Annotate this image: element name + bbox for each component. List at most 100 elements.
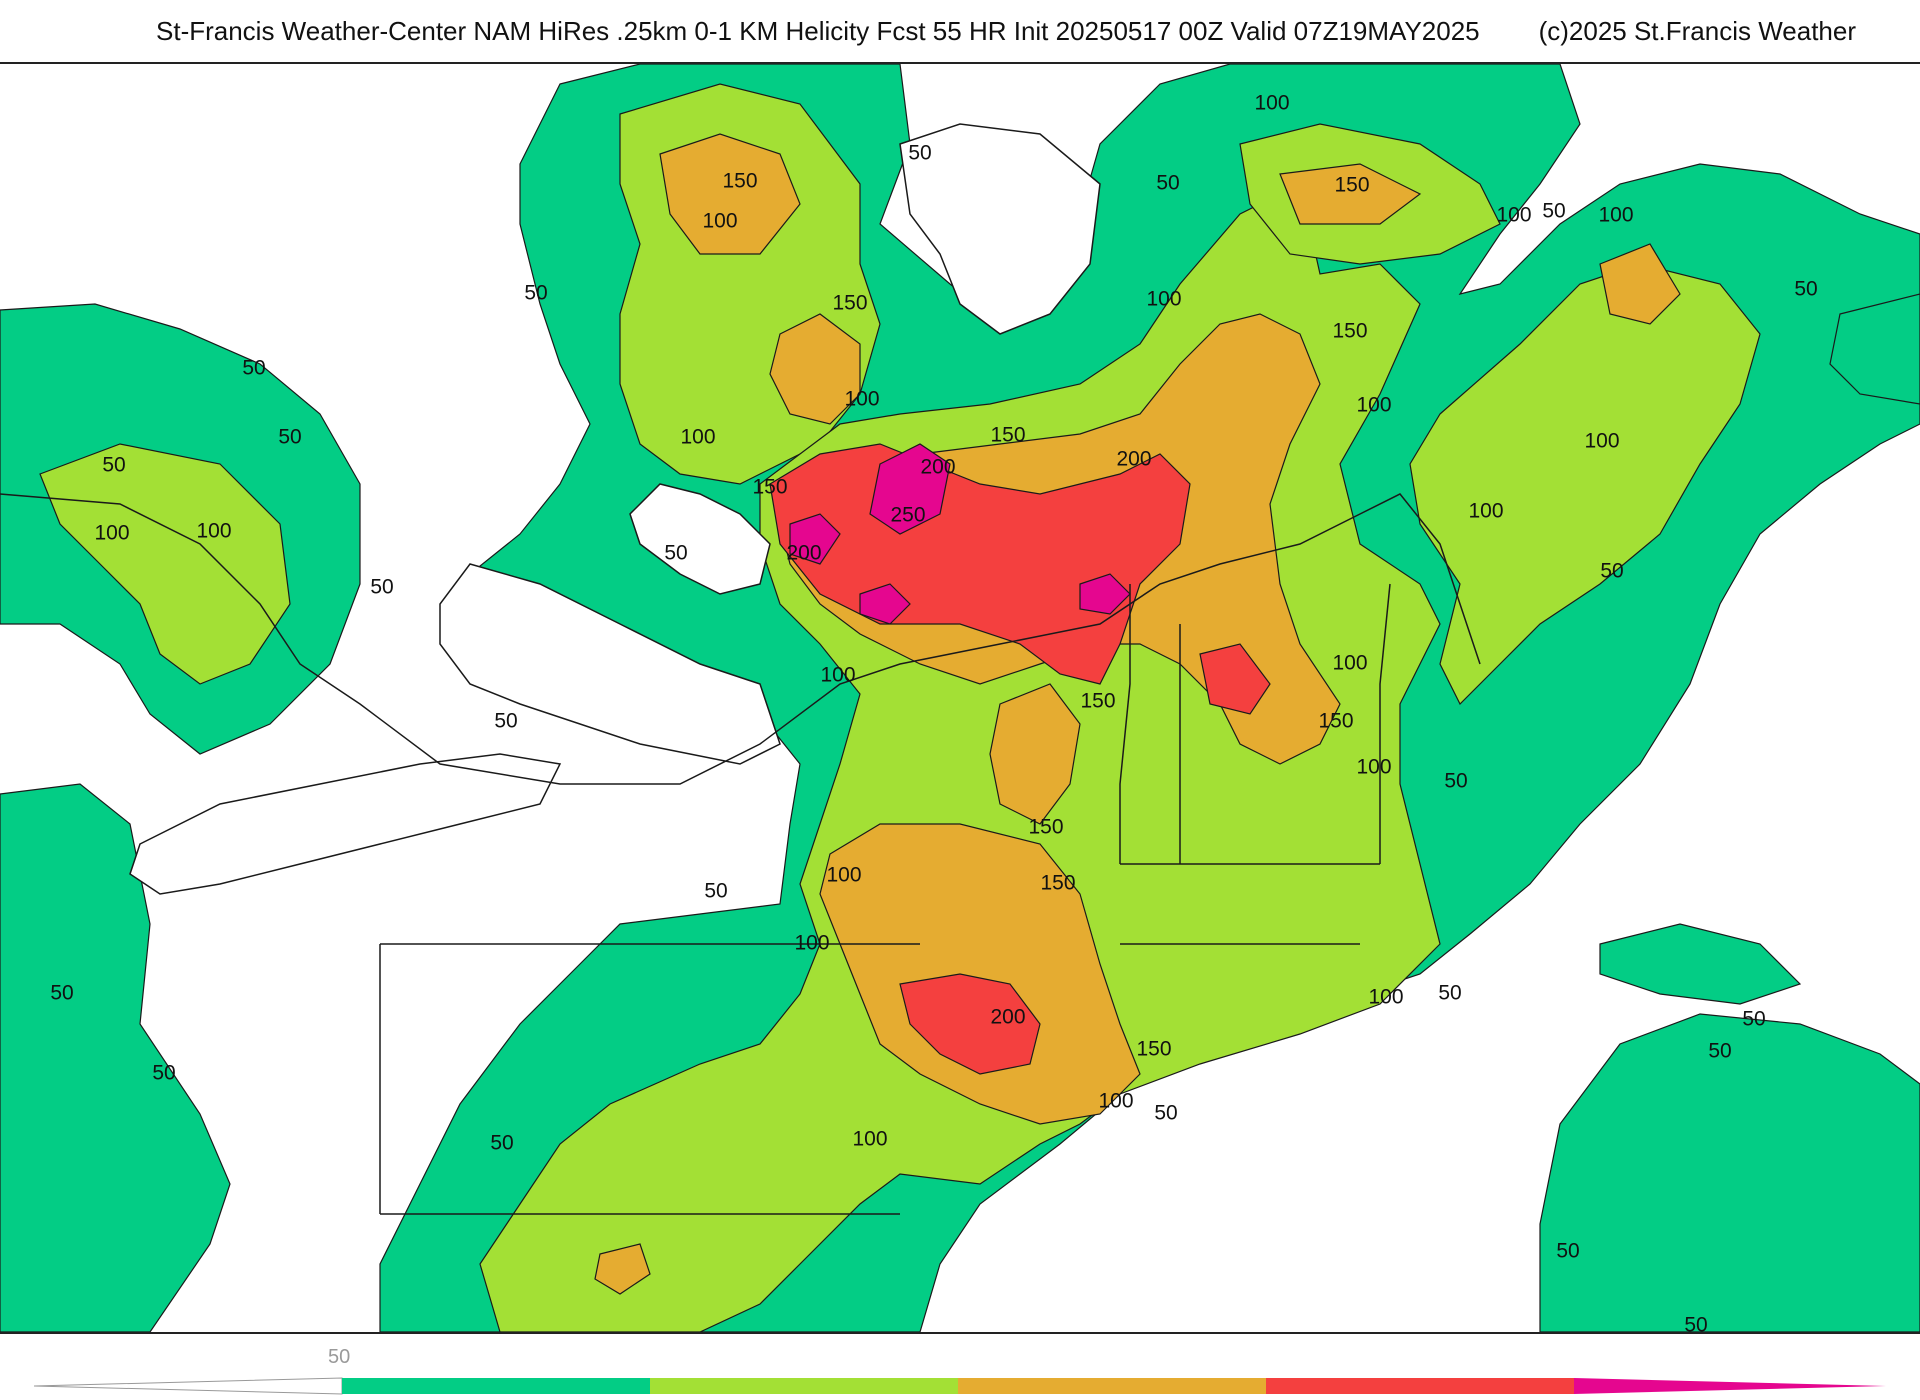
contour-label: 100 bbox=[702, 210, 737, 233]
legend-bin-100 bbox=[650, 1378, 958, 1394]
boundary-lines bbox=[0, 493, 1481, 1215]
contour-label: 150 bbox=[1040, 872, 1075, 895]
contour-label: 100 bbox=[196, 520, 231, 543]
legend-colorbar bbox=[33, 1377, 1886, 1395]
helicity-band-150 bbox=[594, 133, 1681, 1295]
contour-label: 50 bbox=[494, 710, 517, 733]
helicity-band-250 bbox=[789, 443, 1131, 625]
contour-label: 200 bbox=[1116, 448, 1151, 471]
contour-label: 100 bbox=[1146, 288, 1181, 311]
contour-label: 100 bbox=[1584, 430, 1619, 453]
band150-northwest-blob bbox=[659, 133, 801, 255]
legend-bin-150 bbox=[958, 1378, 1266, 1394]
band50-west-midwest bbox=[0, 783, 231, 1332]
band250-north-a bbox=[869, 443, 951, 535]
contour-label: 100 bbox=[1332, 652, 1367, 675]
contour-label: 100 bbox=[1356, 756, 1391, 779]
contour-label: 50 bbox=[1600, 560, 1623, 583]
contour-label: 50 bbox=[908, 142, 931, 165]
contour-label: 50 bbox=[704, 880, 727, 903]
contour-label: 50 bbox=[1154, 1102, 1177, 1125]
contour-label: 150 bbox=[1334, 174, 1369, 197]
contour-label: 50 bbox=[1542, 200, 1565, 223]
title-bar: St-Francis Weather-Center NAM HiRes .25k… bbox=[0, 0, 1920, 62]
contour-label: 100 bbox=[1598, 204, 1633, 227]
band200-east-blob bbox=[1199, 643, 1271, 715]
contour-label: 100 bbox=[1496, 204, 1531, 227]
legend-bin-50 bbox=[342, 1378, 650, 1394]
lake-superior-bay bbox=[899, 123, 1101, 335]
contour-label: 100 bbox=[1356, 394, 1391, 417]
band50-maritime bbox=[1829, 293, 1920, 405]
band150-ne-quebec bbox=[1279, 163, 1422, 225]
contour-label: 100 bbox=[844, 388, 879, 411]
contour-label: 200 bbox=[920, 456, 955, 479]
contour-label: 50 bbox=[370, 576, 393, 599]
contour-label: 100 bbox=[1254, 92, 1289, 115]
contour-label: 150 bbox=[722, 170, 757, 193]
contour-label: 150 bbox=[1080, 690, 1115, 713]
contour-label: 50 bbox=[1438, 982, 1461, 1005]
band200-south-core bbox=[899, 973, 1041, 1075]
legend-low-wedge bbox=[33, 1377, 343, 1395]
contour-label: 150 bbox=[1028, 816, 1063, 839]
map-title: St-Francis Weather-Center NAM HiRes .25k… bbox=[156, 16, 1480, 46]
band100-west-lakes bbox=[39, 443, 291, 685]
contour-label: 50 bbox=[102, 454, 125, 477]
contour-label: 50 bbox=[490, 1132, 513, 1155]
contour-label: 100 bbox=[820, 664, 855, 687]
band250-north-d bbox=[1079, 573, 1131, 615]
contour-label: 150 bbox=[1332, 320, 1367, 343]
contour-label: 50 bbox=[152, 1062, 175, 1085]
band50-atlantic-southeast bbox=[1539, 1013, 1920, 1332]
band150-maine-blob bbox=[1599, 243, 1681, 325]
band150-main-south bbox=[819, 823, 1141, 1125]
contour-labels: 150 100 50 150 50 50 50 100 150 100 50 1… bbox=[50, 92, 1817, 1332]
contour-label: 50 bbox=[278, 426, 301, 449]
contour-label: 50 bbox=[1444, 770, 1467, 793]
band250-north-c bbox=[859, 583, 911, 625]
contour-label: 100 bbox=[1098, 1090, 1133, 1113]
legend-bin-250 bbox=[1574, 1378, 1886, 1394]
contour-label: 250 bbox=[890, 504, 925, 527]
contour-label: 100 bbox=[794, 932, 829, 955]
border-canada-us bbox=[0, 493, 1481, 785]
contour-label: 50 bbox=[1742, 1008, 1765, 1031]
band150-central-strip bbox=[989, 683, 1081, 825]
band50-atlantic-northeast bbox=[1599, 923, 1802, 1005]
band250-north-b bbox=[789, 513, 841, 565]
contour-label: 100 bbox=[1468, 500, 1503, 523]
contour-label: 50 bbox=[1684, 1314, 1707, 1332]
contour-label: 50 bbox=[242, 357, 265, 380]
contour-label: 200 bbox=[786, 542, 821, 565]
contour-label: 50 bbox=[1156, 172, 1179, 195]
contour-label: 50 bbox=[524, 282, 547, 305]
border-ny-vt bbox=[1119, 584, 1131, 864]
contour-label: 100 bbox=[680, 426, 715, 449]
contour-label: 50 bbox=[50, 982, 73, 1005]
contour-label: 150 bbox=[1318, 710, 1353, 733]
contour-label: 150 bbox=[832, 292, 867, 315]
contour-label: 100 bbox=[1368, 986, 1403, 1009]
border-nh-me bbox=[1379, 583, 1391, 864]
legend-bin-200 bbox=[1266, 1378, 1574, 1394]
band150-pennsylvania-blob bbox=[594, 1243, 651, 1295]
band150-north-central bbox=[769, 313, 861, 425]
contour-label: 200 bbox=[990, 1006, 1025, 1029]
helicity-map[interactable]: 150 100 50 150 50 50 50 100 150 100 50 1… bbox=[0, 64, 1920, 1332]
contour-label: 50 bbox=[1794, 278, 1817, 301]
contour-label: 100 bbox=[94, 522, 129, 545]
contour-label: 150 bbox=[752, 476, 787, 499]
lake-erie bbox=[129, 753, 562, 895]
legend: 50 bbox=[0, 1336, 1920, 1400]
contour-label: 100 bbox=[826, 864, 861, 887]
map-frame[interactable]: 150 100 50 150 50 50 50 100 150 100 50 1… bbox=[0, 62, 1920, 1334]
contour-label: 50 bbox=[664, 542, 687, 565]
contour-label: 100 bbox=[852, 1128, 887, 1151]
lake-ontario bbox=[629, 483, 771, 595]
water-bodies bbox=[129, 123, 1101, 895]
contour-label: 150 bbox=[1136, 1038, 1171, 1061]
copyright-notice: (c)2025 St.Francis Weather bbox=[1538, 16, 1856, 46]
contour-label: 50 bbox=[1556, 1240, 1579, 1263]
lake-huron bbox=[439, 563, 781, 765]
